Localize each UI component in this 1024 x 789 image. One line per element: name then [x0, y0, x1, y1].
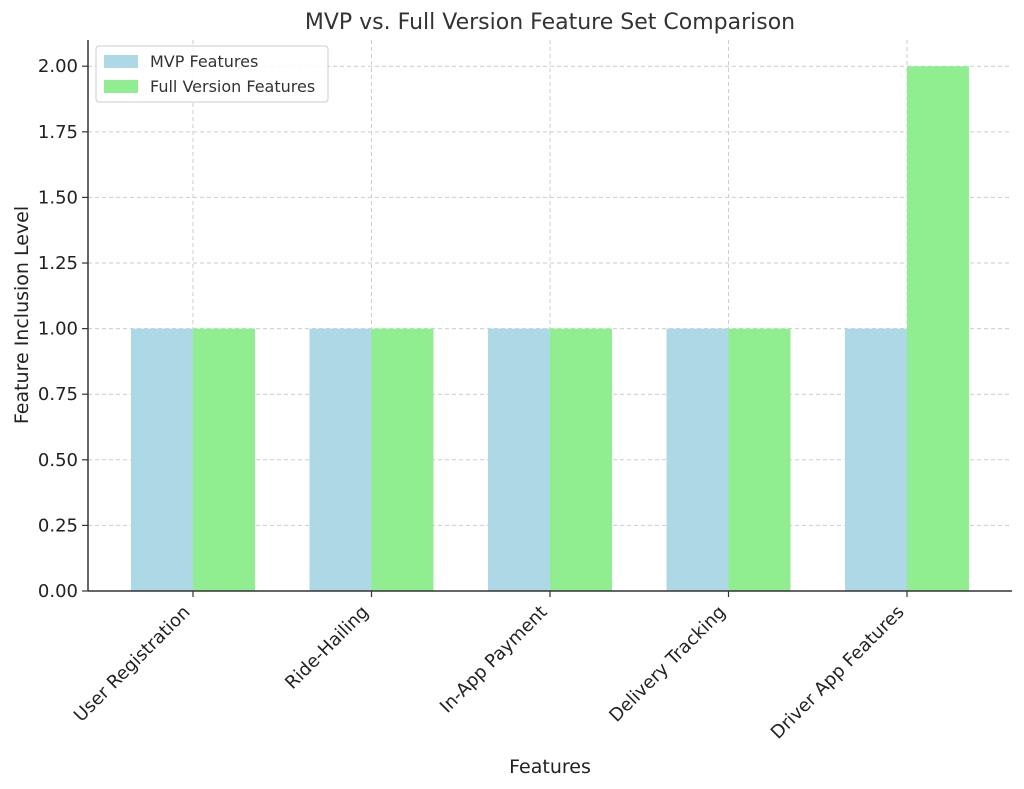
x-tick-label: In-App Payment: [436, 602, 552, 718]
bar-full-version-features-user-registration: [193, 328, 255, 591]
chart-title: MVP vs. Full Version Feature Set Compari…: [305, 10, 795, 35]
legend-label-mvp: MVP Features: [150, 52, 258, 71]
legend-swatch-mvp: [104, 55, 138, 68]
y-tick-label: 0.25: [38, 515, 78, 536]
bars: [131, 66, 969, 591]
y-axis-label: Feature Inclusion Level: [11, 206, 33, 424]
y-tick-label: 1.75: [38, 122, 78, 143]
legend-label-full-version: Full Version Features: [150, 77, 315, 96]
bar-mvp-features-ride-hailing: [309, 328, 372, 591]
bar-full-version-features-ride-hailing: [371, 328, 434, 591]
bar-mvp-features-in-app-payment: [488, 328, 550, 591]
bar-full-version-features-delivery-tracking: [728, 328, 791, 591]
legend: MVP Features Full Version Features: [95, 45, 329, 103]
x-tick-label: Delivery Tracking: [605, 602, 730, 727]
y-ticks: 0.00 0.25 0.50 0.75 1.00 1.25 1.50 1.75 2.00: [38, 56, 88, 602]
y-tick-label: 0.00: [38, 581, 78, 602]
x-axis-label: Features: [509, 756, 591, 778]
bar-mvp-features-user-registration: [131, 328, 193, 591]
y-tick-label: 1.00: [38, 319, 78, 340]
bar-mvp-features-delivery-tracking: [666, 328, 729, 591]
x-tick-label: Ride-Hailing: [281, 602, 373, 694]
y-tick-label: 0.75: [38, 384, 78, 405]
y-tick-label: 1.25: [38, 253, 78, 274]
x-tick-label: Driver App Features: [767, 602, 909, 744]
bar-mvp-features-driver-app-features: [845, 328, 907, 591]
x-tick-label: User Registration: [70, 602, 195, 727]
y-tick-label: 1.50: [38, 187, 78, 208]
y-tick-label: 0.50: [38, 450, 78, 471]
bar-full-version-features-in-app-payment: [550, 328, 612, 591]
legend-swatch-full-version: [104, 80, 138, 93]
bar-full-version-features-driver-app-features: [907, 66, 969, 591]
legend-frame: [95, 45, 329, 103]
x-ticks: User Registration Ride-Hailing In-App Paym…: [70, 591, 909, 743]
y-tick-label: 2.00: [38, 56, 78, 77]
